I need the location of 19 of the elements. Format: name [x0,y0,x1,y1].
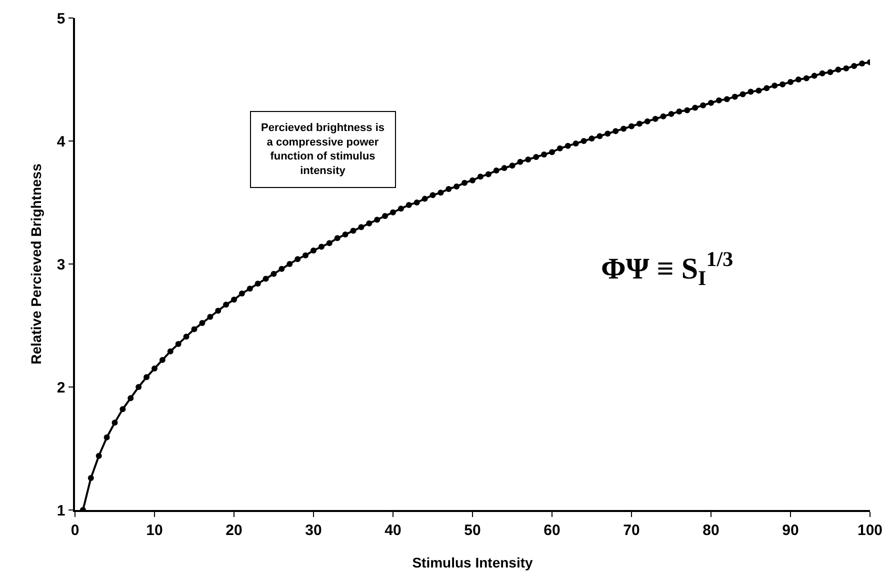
y-axis-title: Relative Percieved Brightness [28,163,44,364]
x-tick-label: 70 [623,522,640,539]
x-tick-label: 20 [226,522,242,539]
x-tick-label: 0 [70,522,80,539]
annotation: Percieved brightness is a compressive power function of stimulus intensity [261,122,384,177]
y-tick-label: 1 [56,502,66,520]
x-tick-label: 90 [782,522,799,539]
x-tick-label: 40 [384,522,402,539]
x-axis-title: Stimulus Intensity [412,554,533,571]
x-tick-label: 100 [857,522,883,539]
x-tick-label: 30 [305,522,322,539]
x-tick-label: 80 [702,522,720,539]
x-tick-label: 50 [464,522,481,539]
x-tick-label: 10 [146,522,163,539]
y-tick-label: 3 [56,256,66,274]
y-tick-label: 2 [56,379,66,396]
x-tick-label: 60 [544,522,560,539]
y-tick-label: 4 [56,133,66,150]
y-tick-label: 5 [56,10,66,28]
